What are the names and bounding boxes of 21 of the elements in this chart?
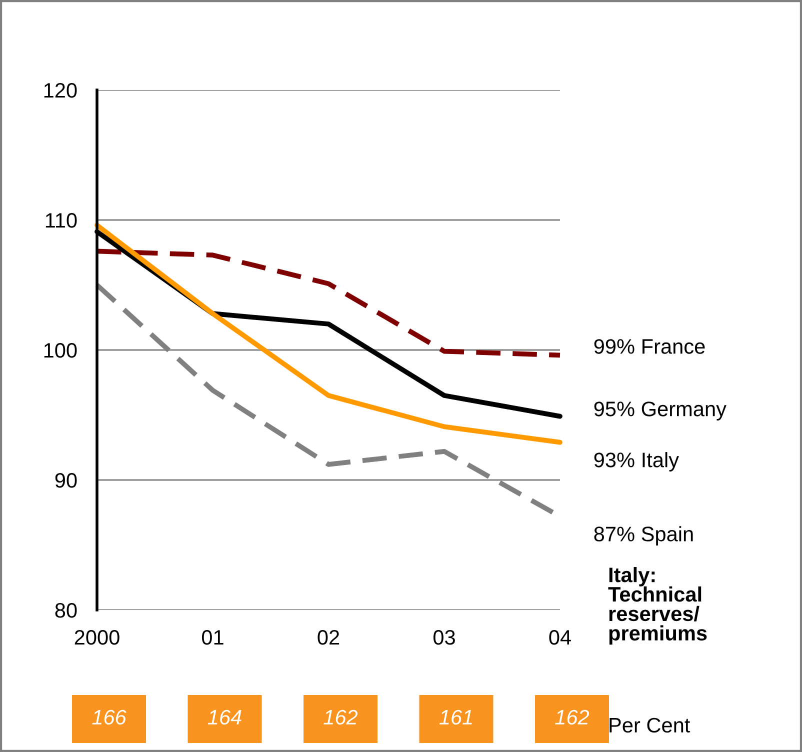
y-tick-label: 90 <box>55 473 77 488</box>
text: 166 <box>92 710 126 725</box>
y-tick-label: 80 <box>55 603 77 618</box>
y-tick-label: 100 <box>44 343 77 358</box>
x-tick-label: 04 <box>549 630 571 645</box>
y-tick-label: 120 <box>44 83 77 98</box>
text: 161 <box>439 710 472 725</box>
x-tick-label: 03 <box>433 630 455 645</box>
series-label: 93% Italy <box>594 452 679 472</box>
series-label: 95% Germany <box>594 402 726 420</box>
text: Italy: Technical reserves/ premiums <box>608 567 707 645</box>
text: 162 <box>555 710 590 725</box>
y-tick-label: 110 <box>46 213 77 228</box>
series-label: 87% Spain <box>594 526 693 546</box>
text: 164 <box>208 710 242 725</box>
series-label: 99% France <box>594 339 705 354</box>
x-tick-label: 2000 <box>74 630 120 645</box>
text: Per Cent <box>610 718 690 733</box>
x-tick-label: 02 <box>318 630 340 645</box>
text: 162 <box>324 710 358 725</box>
x-tick-label: 01 <box>202 630 224 645</box>
